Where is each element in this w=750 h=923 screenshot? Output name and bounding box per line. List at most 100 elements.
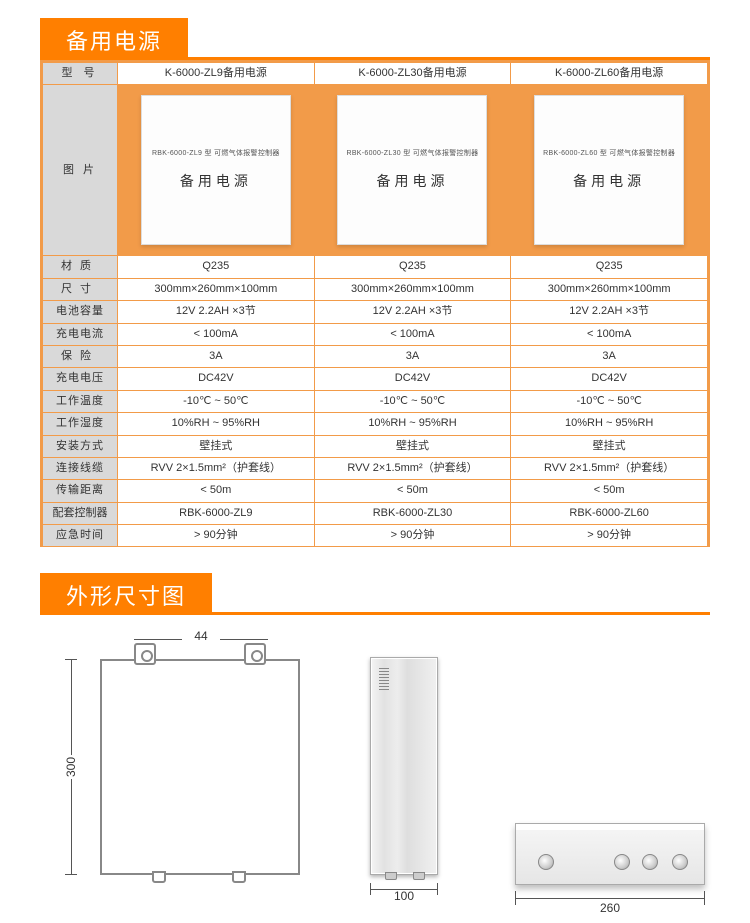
row-label: 尺寸 <box>43 279 117 300</box>
product-main-text: 备用电源 <box>573 172 645 192</box>
table-cell: RBK-6000-ZL60 <box>511 503 707 524</box>
table-cell: 300mm×260mm×100mm <box>511 279 707 300</box>
table-cell: 10%RH ~ 95%RH <box>511 413 707 434</box>
section-underline <box>188 57 710 60</box>
product-box: RBK-6000-ZL60 型 可燃气体报警控制器 备用电源 <box>534 95 684 245</box>
table-row: 传输距离< 50m< 50m< 50m <box>43 480 707 501</box>
table-cell: Q235 <box>511 256 707 277</box>
section-tab-dim: 外形尺寸图 <box>40 573 212 615</box>
table-cell: > 90分钟 <box>511 525 707 546</box>
dim-value-300: 300 <box>64 755 78 779</box>
image-row: 图 片 RBK-6000-ZL9 型 可燃气体报警控制器 备用电源 RBK-60… <box>43 85 707 255</box>
row-label: 连接线缆 <box>43 458 117 479</box>
nut-icon <box>672 854 688 870</box>
dim-line <box>370 889 438 890</box>
dim-value-100: 100 <box>394 889 414 903</box>
table-cell: < 50m <box>511 480 707 501</box>
table-cell: -10℃ ~ 50℃ <box>118 391 314 412</box>
table-cell: 300mm×260mm×100mm <box>315 279 511 300</box>
side-view <box>370 657 438 875</box>
table-cell: RVV 2×1.5mm²（护套线） <box>118 458 314 479</box>
port-icon <box>232 871 246 883</box>
product-small-text: RBK-6000-ZL9 型 可燃气体报警控制器 <box>152 149 280 159</box>
table-cell: 3A <box>511 346 707 367</box>
row-label: 充电电压 <box>43 368 117 389</box>
table-cell: < 100mA <box>315 324 511 345</box>
mount-tab-icon <box>244 643 266 665</box>
product-box: RBK-6000-ZL9 型 可燃气体报警控制器 备用电源 <box>141 95 291 245</box>
product-main-text: 备用电源 <box>376 172 448 192</box>
table-row: 安装方式壁挂式壁挂式壁挂式 <box>43 436 707 457</box>
table-cell: DC42V <box>315 368 511 389</box>
table-cell: < 50m <box>315 480 511 501</box>
table-row: 充电电压DC42VDC42VDC42V <box>43 368 707 389</box>
section-header-spec: 备用电源 <box>40 18 750 60</box>
table-cell: > 90分钟 <box>118 525 314 546</box>
table-cell: 壁挂式 <box>118 436 314 457</box>
model-row: 型 号 K-6000-ZL9备用电源 K-6000-ZL30备用电源 K-600… <box>43 63 707 84</box>
table-cell: < 100mA <box>511 324 707 345</box>
table-cell: 12V 2.2AH ×3节 <box>315 301 511 322</box>
table-row: 配套控制器RBK-6000-ZL9RBK-6000-ZL30RBK-6000-Z… <box>43 503 707 524</box>
row-label: 充电电流 <box>43 324 117 345</box>
table-cell: 12V 2.2AH ×3节 <box>118 301 314 322</box>
table-cell: RVV 2×1.5mm²（护套线） <box>315 458 511 479</box>
row-label: 工作温度 <box>43 391 117 412</box>
table-cell: -10℃ ~ 50℃ <box>511 391 707 412</box>
dim-label-300: 300 <box>62 659 80 875</box>
port-icon <box>413 872 425 880</box>
section-header-dim: 外形尺寸图 <box>40 573 750 615</box>
table-cell: > 90分钟 <box>315 525 511 546</box>
table-row: 保险3A3A3A <box>43 346 707 367</box>
table-cell: 12V 2.2AH ×3节 <box>511 301 707 322</box>
table-cell: 3A <box>315 346 511 367</box>
product-small-text: RBK-6000-ZL60 型 可燃气体报警控制器 <box>543 149 675 159</box>
product-image-0: RBK-6000-ZL9 型 可燃气体报警控制器 备用电源 <box>118 85 314 255</box>
table-cell: 壁挂式 <box>315 436 511 457</box>
table-cell: 10%RH ~ 95%RH <box>118 413 314 434</box>
row-label-image: 图 片 <box>43 85 117 255</box>
table-cell: < 100mA <box>118 324 314 345</box>
table-row: 充电电流< 100mA< 100mA< 100mA <box>43 324 707 345</box>
product-image-2: RBK-6000-ZL60 型 可燃气体报警控制器 备用电源 <box>511 85 707 255</box>
port-icon <box>152 871 166 883</box>
table-cell: Q235 <box>118 256 314 277</box>
model-col-0: K-6000-ZL9备用电源 <box>118 63 314 84</box>
dim-tick <box>65 874 77 875</box>
vent-icon <box>379 668 389 692</box>
model-col-2: K-6000-ZL60备用电源 <box>511 63 707 84</box>
table-row: 连接线缆RVV 2×1.5mm²（护套线）RVV 2×1.5mm²（护套线）RV… <box>43 458 707 479</box>
row-label: 安装方式 <box>43 436 117 457</box>
model-col-1: K-6000-ZL30备用电源 <box>315 63 511 84</box>
row-label: 传输距离 <box>43 480 117 501</box>
front-view <box>100 659 300 875</box>
bottom-view <box>515 823 705 885</box>
table-cell: 10%RH ~ 95%RH <box>315 413 511 434</box>
dimension-drawing: 44 300 100 260 <box>40 625 710 923</box>
section-underline <box>212 612 710 615</box>
table-cell: RVV 2×1.5mm²（护套线） <box>511 458 707 479</box>
table-row: 工作温度-10℃ ~ 50℃-10℃ ~ 50℃-10℃ ~ 50℃ <box>43 391 707 412</box>
row-label-model: 型 号 <box>43 63 117 84</box>
row-label: 保险 <box>43 346 117 367</box>
table-row: 尺寸300mm×260mm×100mm300mm×260mm×100mm300m… <box>43 279 707 300</box>
table-row: 材质Q235Q235Q235 <box>43 256 707 277</box>
dim-label-260: 260 <box>515 901 705 915</box>
table-row: 电池容量12V 2.2AH ×3节12V 2.2AH ×3节12V 2.2AH … <box>43 301 707 322</box>
table-row: 应急时间> 90分钟> 90分钟> 90分钟 <box>43 525 707 546</box>
row-label: 应急时间 <box>43 525 117 546</box>
table-cell: DC42V <box>511 368 707 389</box>
spec-table-wrapper: 型 号 K-6000-ZL9备用电源 K-6000-ZL30备用电源 K-600… <box>40 60 710 547</box>
port-icon <box>385 872 397 880</box>
table-cell: RBK-6000-ZL30 <box>315 503 511 524</box>
table-cell: Q235 <box>315 256 511 277</box>
table-cell: DC42V <box>118 368 314 389</box>
dim-label-100: 100 <box>370 889 438 903</box>
dim-label-44: 44 <box>132 629 270 643</box>
table-cell: 3A <box>118 346 314 367</box>
nut-icon <box>538 854 554 870</box>
table-row: 工作湿度10%RH ~ 95%RH10%RH ~ 95%RH10%RH ~ 95… <box>43 413 707 434</box>
section-tab-spec: 备用电源 <box>40 18 188 60</box>
product-main-text: 备用电源 <box>180 172 252 192</box>
row-label: 电池容量 <box>43 301 117 322</box>
